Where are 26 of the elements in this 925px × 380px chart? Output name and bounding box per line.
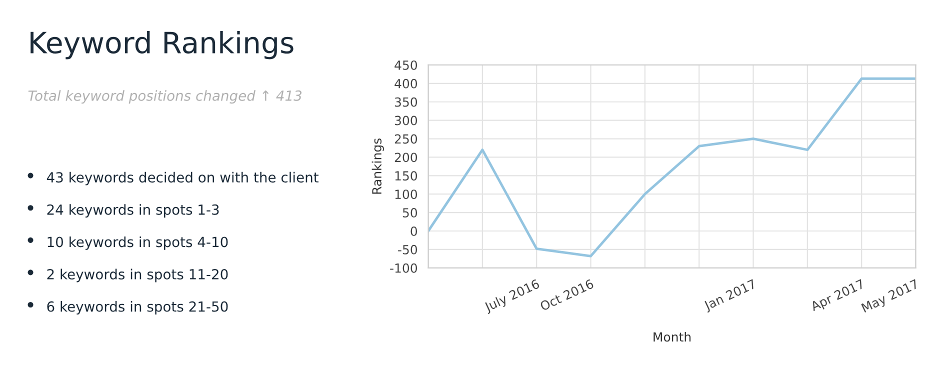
y-tick-label: 350: [394, 97, 418, 107]
y-axis-title: Rankings: [372, 138, 384, 194]
y-tick-label: -100: [390, 263, 418, 273]
line-series: [428, 77, 916, 258]
y-tick-label: 50: [402, 208, 418, 218]
text: 24 keywords in spots 1-3: [47, 204, 219, 218]
y-tick-label: 250: [394, 134, 418, 144]
text: Keyword Rankings: [30, 31, 294, 60]
x-tick-label: Oct 2016: [539, 278, 594, 312]
x-tick-label: May 2017: [861, 278, 920, 315]
y-tick-label: 300: [394, 116, 418, 126]
y-tick-label: -50: [398, 244, 418, 254]
text: Total keyword positions changed ↑ 413: [28, 90, 302, 104]
x-tick-label: July 2016: [483, 278, 541, 314]
text: 2 keywords in spots 11-20: [47, 268, 228, 282]
text: 43 keywords decided on with the client: [46, 172, 318, 186]
text: 6 keywords in spots 21-50: [47, 301, 228, 314]
x-axis-title: Month: [654, 332, 691, 342]
y-tick-label: 100: [395, 190, 418, 200]
x-tick-label: Jan 2017: [702, 278, 758, 313]
y-tick-label: 200: [394, 152, 418, 162]
text: 10 keywords in spots 4-10: [48, 236, 228, 250]
y-tick-label: 450: [394, 60, 418, 70]
y-tick-label: 150: [395, 171, 418, 181]
y-tick-label: 400: [394, 78, 418, 88]
y-tick-label: 0: [410, 226, 418, 236]
